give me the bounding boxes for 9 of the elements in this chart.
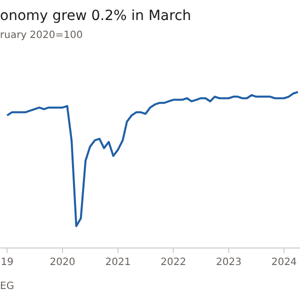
- text: EG: [0, 281, 14, 292]
- x-tick-label: 2023: [216, 257, 242, 268]
- x-tick-label: 2022: [160, 257, 186, 268]
- x-tick-label: 2020: [50, 257, 76, 268]
- x-tick-label: 2021: [105, 257, 131, 268]
- x-tick-label: 19: [0, 257, 14, 268]
- chart-title: onomy grew 0.2% in March: [0, 8, 192, 24]
- x-tick-label: 2024: [271, 257, 297, 268]
- chart-subtitle: ruary 2020=100: [0, 30, 83, 41]
